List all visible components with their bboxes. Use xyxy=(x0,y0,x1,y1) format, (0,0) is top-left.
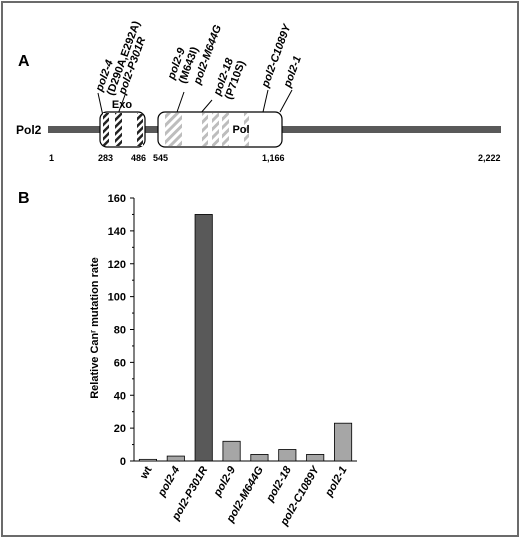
exo-motif-p301r xyxy=(115,113,122,146)
pointer-line-pol2-9 xyxy=(176,91,185,113)
y-tick-label: 100 xyxy=(108,292,126,304)
position-label-1: 1 xyxy=(49,153,54,163)
protein-label: Pol2 xyxy=(16,123,42,137)
bar-pol2-p301r xyxy=(194,214,213,462)
y-tick-label: 80 xyxy=(114,325,126,337)
y-ticks: 0 20 40 60 80 100 120 140 160 xyxy=(108,193,134,468)
bar-pol2-m644g xyxy=(250,454,269,462)
bar-pol2-9 xyxy=(222,440,241,462)
y-tick-label: 120 xyxy=(108,259,126,271)
x-tick-label-wt: wt xyxy=(138,464,155,482)
pol-domain-box xyxy=(157,111,283,148)
position-label-486: 486 xyxy=(131,153,146,163)
pol-motif-1 xyxy=(165,113,182,146)
y-tick-label: 0 xyxy=(120,456,126,468)
position-label-283: 283 xyxy=(98,153,113,163)
bar-pol2-1 xyxy=(334,422,353,462)
mutation-pointer-lines xyxy=(97,89,293,117)
panel-b-letter: B xyxy=(18,190,30,207)
bar-pol2-4 xyxy=(166,455,185,462)
position-label-545: 545 xyxy=(153,153,168,163)
pol-motif-2 xyxy=(202,113,208,146)
pol-motif-4 xyxy=(222,113,229,146)
exo-domain-label: Exo xyxy=(112,99,132,111)
y-tick-label: 140 xyxy=(108,226,126,238)
panel-a-letter: A xyxy=(18,53,30,70)
bar-pol2-c1089y xyxy=(306,454,325,462)
pointer-line-pol2-p301r xyxy=(117,94,126,115)
pointer-line-pol2-c1089y xyxy=(262,89,269,113)
y-tick-label: 160 xyxy=(108,193,126,205)
bar-pol2-18 xyxy=(278,449,297,462)
position-labels: 1 283 486 545 1,166 2,222 xyxy=(49,153,501,163)
y-tick-label: 40 xyxy=(114,390,126,402)
pointer-line-pol2-1 xyxy=(279,89,293,113)
pol-motif-5 xyxy=(244,113,249,146)
y-axis-label: Relative Canʳ mutation rate xyxy=(89,257,101,399)
position-label-2222: 2,222 xyxy=(478,153,501,163)
bars xyxy=(138,214,353,462)
y-tick-label: 20 xyxy=(114,423,126,435)
exo-motif-left xyxy=(103,113,109,146)
exo-domain-box xyxy=(99,111,146,148)
exo-motif-right xyxy=(137,113,143,146)
y-tick-label: 60 xyxy=(114,357,126,369)
bar-wt xyxy=(138,458,157,462)
pointer-line-pol2-4 xyxy=(97,92,104,117)
position-label-1166: 1,166 xyxy=(262,153,285,163)
pol-domain-label: Pol xyxy=(232,124,249,136)
pol-motif-3 xyxy=(212,113,219,146)
